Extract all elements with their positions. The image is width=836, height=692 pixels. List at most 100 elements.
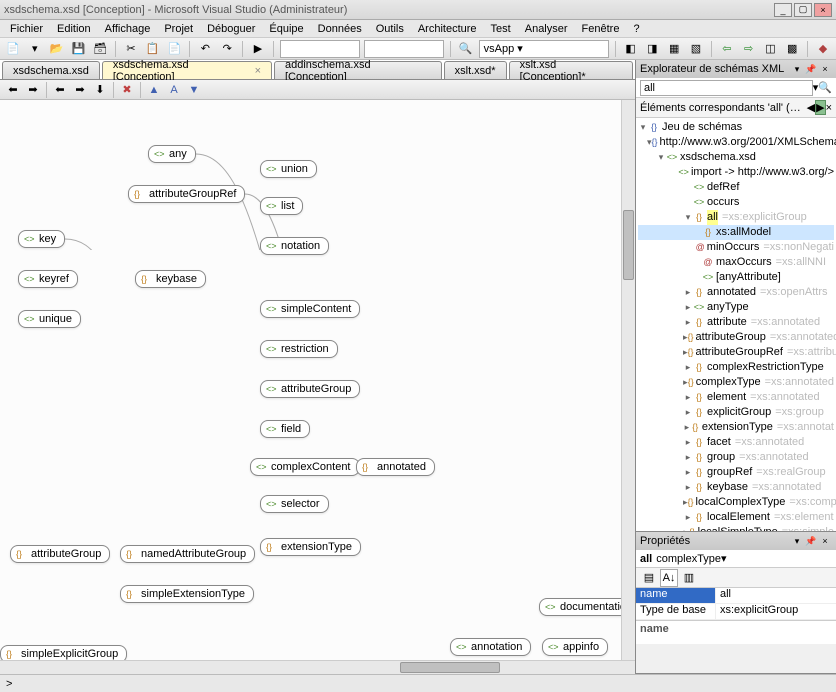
categorize-icon[interactable]: ▤: [640, 569, 658, 587]
tree-item-explicitgroup[interactable]: ▸{}explicitGroup=xs:group: [638, 405, 834, 420]
tab-xsdschema-xsd-conception-[interactable]: xsdschema.xsd [Conception]×: [102, 61, 272, 79]
menu-déboguer[interactable]: Déboguer: [201, 21, 261, 37]
node-documentation[interactable]: documentation: [539, 598, 621, 616]
node-notation[interactable]: notation: [260, 237, 329, 255]
config-combo[interactable]: [280, 40, 360, 58]
tree-item-group[interactable]: ▸{}group=xs:annotated: [638, 450, 834, 465]
tree-item-attribute[interactable]: ▸{}attribute=xs:annotated: [638, 315, 834, 330]
prop-row-name[interactable]: nameall: [636, 588, 836, 604]
maximize-button[interactable]: ▢: [794, 3, 812, 17]
tree-item-groupref[interactable]: ▸{}groupRef=xs:realGroup: [638, 465, 834, 480]
node-unique[interactable]: unique: [18, 310, 81, 328]
tree-item-defref[interactable]: <>defRef: [638, 180, 834, 195]
node-complexcontent[interactable]: complexContent: [250, 458, 360, 476]
view-icon-2[interactable]: A: [165, 81, 183, 99]
props-pages-icon[interactable]: ▥: [680, 569, 698, 587]
paste-icon[interactable]: 📄: [166, 40, 184, 58]
tree-item-complexrestrictiontype[interactable]: ▸{}complexRestrictionType: [638, 360, 834, 375]
tab-xslt-xsd-[interactable]: xslt.xsd*: [444, 61, 507, 79]
explorer-search-input[interactable]: [640, 80, 813, 96]
tool-icon-3[interactable]: ▦: [665, 40, 683, 58]
arrow-left-icon[interactable]: ⬅: [4, 81, 22, 99]
tree-item-attributegroupref[interactable]: ▸{}attributeGroupRef=xs:attribute: [638, 345, 834, 360]
save-all-icon[interactable]: 🗃: [91, 40, 109, 58]
tree-item-minoccurs[interactable]: @minOccurs=xs:nonNegati: [638, 240, 834, 255]
view-icon-1[interactable]: ▲: [145, 81, 163, 99]
tree-item-maxoccurs[interactable]: @maxOccurs=xs:allNNI: [638, 255, 834, 270]
props-pin-icon[interactable]: 📌: [804, 534, 818, 548]
menu-fenêtre[interactable]: Fenêtre: [576, 21, 626, 37]
node-keyref[interactable]: keyref: [18, 270, 78, 288]
menu-équipe[interactable]: Équipe: [263, 21, 309, 37]
result-close-icon[interactable]: ×: [826, 102, 832, 114]
node-list[interactable]: list: [260, 197, 303, 215]
menu-données[interactable]: Données: [312, 21, 368, 37]
tree-item-attributegroup[interactable]: ▸{}attributeGroup=xs:annotated: [638, 330, 834, 345]
node-annotation[interactable]: annotation: [450, 638, 531, 656]
open-icon[interactable]: 📂: [48, 40, 66, 58]
nav-back-icon[interactable]: ⇦: [718, 40, 736, 58]
menu-fichier[interactable]: Fichier: [4, 21, 49, 37]
run-icon[interactable]: ▶: [249, 40, 267, 58]
props-dropdown-icon[interactable]: ▾: [790, 534, 804, 548]
node-attributegroup[interactable]: attributeGroup: [10, 545, 110, 563]
menu-outils[interactable]: Outils: [370, 21, 410, 37]
tree-item-localelement[interactable]: ▸{}localElement=xs:element: [638, 510, 834, 525]
panel-dropdown-icon[interactable]: ▾: [790, 62, 804, 76]
search-go-icon[interactable]: 🔍: [818, 81, 832, 94]
result-next-icon[interactable]: ▶: [815, 100, 825, 115]
tree-item--anyattribute-[interactable]: <>[anyAttribute]: [638, 270, 834, 285]
redo-icon[interactable]: ↷: [218, 40, 236, 58]
tree-item-complextype[interactable]: ▸{}complexType=xs:annotated: [638, 375, 834, 390]
copy-icon[interactable]: 📋: [144, 40, 162, 58]
node-namedattributegroup[interactable]: namedAttributeGroup: [120, 545, 255, 563]
tool-icon-4[interactable]: ▧: [687, 40, 705, 58]
platform-combo[interactable]: [364, 40, 444, 58]
node-extensiontype[interactable]: extensionType: [260, 538, 361, 556]
filter-icon[interactable]: ▼: [185, 81, 203, 99]
menu-analyser[interactable]: Analyser: [519, 21, 574, 37]
node-appinfo[interactable]: appinfo: [542, 638, 608, 656]
tree-item-extensiontype[interactable]: ▸{}extensionType=xs:annotat: [638, 420, 834, 435]
node-keybase[interactable]: keybase: [135, 270, 206, 288]
layout-rtl-icon[interactable]: ➡: [71, 81, 89, 99]
close-button[interactable]: ×: [814, 3, 832, 17]
tab-xsdschema-xsd[interactable]: xsdschema.xsd: [2, 61, 100, 79]
menu-test[interactable]: Test: [485, 21, 517, 37]
node-simplecontent[interactable]: simpleContent: [260, 300, 360, 318]
panel-close-icon[interactable]: ×: [818, 62, 832, 76]
startup-combo[interactable]: vsApp ▾: [479, 40, 609, 58]
clear-icon[interactable]: ✖: [118, 81, 136, 99]
node-simpleexplicitgroup[interactable]: simpleExplicitGroup: [0, 645, 127, 660]
tool-icon-5[interactable]: ◫: [762, 40, 780, 58]
tool-icon-1[interactable]: ◧: [622, 40, 640, 58]
minimize-button[interactable]: _: [774, 3, 792, 17]
layout-ltr-icon[interactable]: ⬅: [51, 81, 69, 99]
menu-affichage[interactable]: Affichage: [99, 21, 157, 37]
cut-icon[interactable]: ✂: [122, 40, 140, 58]
tab-addinschema-xsd-conception-[interactable]: addinschema.xsd [Conception]: [274, 61, 442, 79]
tree-item-import-http-www-w3-org-[interactable]: <>import -> http://www.w3.org/>: [638, 165, 834, 180]
schema-canvas[interactable]: anyunionattributeGroupReflistkeynotation…: [0, 100, 621, 660]
tree-item-all[interactable]: ▾{}all=xs:explicitGroup: [638, 210, 834, 225]
panel-pin-icon[interactable]: 📌: [804, 62, 818, 76]
menu-projet[interactable]: Projet: [158, 21, 199, 37]
node-selector[interactable]: selector: [260, 495, 329, 513]
menu-edition[interactable]: Edition: [51, 21, 97, 37]
undo-icon[interactable]: ↶: [196, 40, 214, 58]
horizontal-scrollbar[interactable]: [0, 660, 635, 674]
node-attributegroup[interactable]: attributeGroup: [260, 380, 360, 398]
tree-item-xs-allmodel[interactable]: {}xs:allModel: [638, 225, 834, 240]
node-union[interactable]: union: [260, 160, 317, 178]
node-restriction[interactable]: restriction: [260, 340, 338, 358]
properties-head[interactable]: allcomplexType▾: [636, 550, 836, 568]
save-icon[interactable]: 💾: [69, 40, 87, 58]
node-attributegroupref[interactable]: attributeGroupRef: [128, 185, 245, 203]
tree-item-localcomplextype[interactable]: ▸{}localComplexType=xs:compl: [638, 495, 834, 510]
add-icon[interactable]: ▾: [26, 40, 44, 58]
tree-item-element[interactable]: ▸{}element=xs:annotated: [638, 390, 834, 405]
props-close-icon[interactable]: ×: [818, 534, 832, 548]
tool-icon-6[interactable]: ▩: [783, 40, 801, 58]
nav-fwd-icon[interactable]: ⇨: [740, 40, 758, 58]
tab-xslt-xsd-conception-[interactable]: xslt.xsd [Conception]*: [509, 61, 633, 79]
